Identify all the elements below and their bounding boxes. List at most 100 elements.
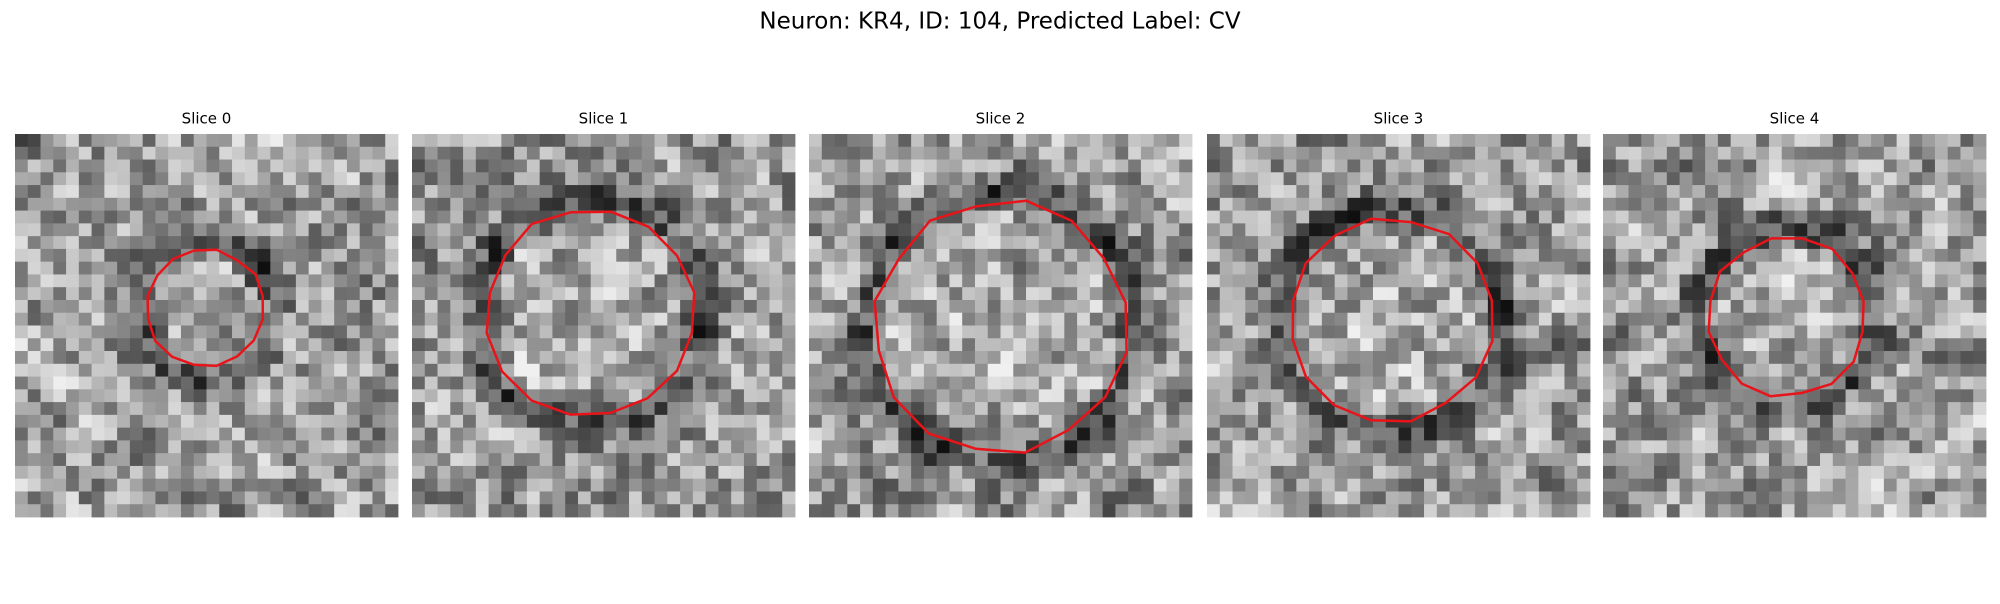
pixel (1820, 312, 1834, 326)
pixel (782, 478, 796, 492)
pixel (1000, 351, 1014, 365)
pixel (53, 376, 67, 390)
pixel (1115, 197, 1129, 211)
pixel (1064, 312, 1078, 326)
pixel (1743, 427, 1757, 441)
pixel (834, 414, 848, 429)
pixel (1934, 287, 1949, 301)
pixel (539, 325, 553, 339)
pixel (1705, 134, 1719, 148)
pixel (552, 504, 566, 518)
pixel (1666, 223, 1680, 237)
pixel (718, 351, 732, 365)
pixel (565, 287, 579, 301)
pixel (1717, 134, 1732, 148)
pixel (501, 402, 515, 416)
pixel (809, 414, 823, 429)
pixel (718, 312, 732, 326)
pixel (463, 402, 477, 416)
pixel (53, 414, 67, 429)
pixel (705, 159, 719, 173)
pixel (1424, 465, 1438, 480)
pixel (898, 299, 912, 314)
pixel (603, 299, 617, 314)
pixel (1270, 159, 1284, 173)
pixel (501, 504, 515, 518)
pixel (1603, 376, 1617, 390)
pixel (1922, 427, 1936, 441)
pixel (911, 440, 925, 454)
pixel (424, 325, 438, 339)
pixel (1140, 402, 1155, 416)
pixel (834, 440, 848, 454)
pixel (1934, 159, 1949, 173)
pixel (450, 402, 464, 416)
pixel (1794, 261, 1808, 275)
pixel (1258, 478, 1272, 492)
pixel (809, 185, 823, 199)
pixel (1883, 491, 1898, 505)
pixel (308, 363, 322, 377)
pixel (66, 504, 80, 518)
pixel (1140, 389, 1155, 403)
pixel (1424, 453, 1438, 467)
pixel (1487, 159, 1502, 173)
pixel (1026, 504, 1040, 518)
pixel (78, 504, 92, 518)
pixel (1883, 287, 1898, 301)
pixel (1013, 453, 1027, 467)
pixel (565, 465, 579, 480)
pixel (1102, 478, 1116, 492)
pixel (1077, 363, 1091, 377)
pixel (78, 363, 92, 377)
pixel (885, 159, 899, 173)
pixel (974, 261, 989, 275)
pixel (1551, 440, 1565, 454)
pixel (1219, 146, 1233, 160)
pixel (463, 299, 477, 314)
pixel (283, 351, 297, 365)
pixel (539, 287, 553, 301)
pixel (898, 146, 912, 160)
pixel (1296, 172, 1310, 186)
pixel (1858, 402, 1872, 416)
pixel (1538, 210, 1553, 224)
pixel (1845, 210, 1859, 224)
pixel (53, 363, 67, 377)
pixel (1411, 134, 1425, 148)
pixel (539, 299, 553, 314)
pixel (1000, 465, 1014, 480)
pixel (1705, 478, 1719, 492)
pixel (1219, 389, 1233, 403)
pixel (1166, 287, 1180, 301)
pixel (1730, 491, 1744, 505)
pixel (1051, 312, 1065, 326)
pixel (1219, 427, 1233, 441)
pixel (1089, 287, 1104, 301)
pixel (1934, 402, 1949, 416)
pixel (885, 146, 899, 160)
pixel (1487, 351, 1502, 365)
pixel (1717, 376, 1732, 390)
pixel (1781, 261, 1795, 275)
pixel (206, 299, 220, 314)
pixel (1487, 274, 1502, 288)
pixel (193, 146, 207, 160)
pixel (193, 478, 207, 492)
pixel (987, 402, 1001, 416)
pixel (1692, 287, 1706, 301)
pixel (1128, 414, 1142, 429)
pixel (463, 389, 477, 403)
pixel (705, 338, 719, 352)
pixel (743, 299, 758, 314)
pixel (1743, 312, 1757, 326)
pixel (257, 223, 271, 237)
pixel (603, 427, 617, 441)
pixel (1283, 427, 1297, 441)
pixel (412, 440, 426, 454)
pixel (1475, 325, 1489, 339)
pixel (155, 414, 169, 429)
pixel (565, 389, 579, 403)
pixel (1153, 325, 1167, 339)
pixel (346, 376, 361, 390)
